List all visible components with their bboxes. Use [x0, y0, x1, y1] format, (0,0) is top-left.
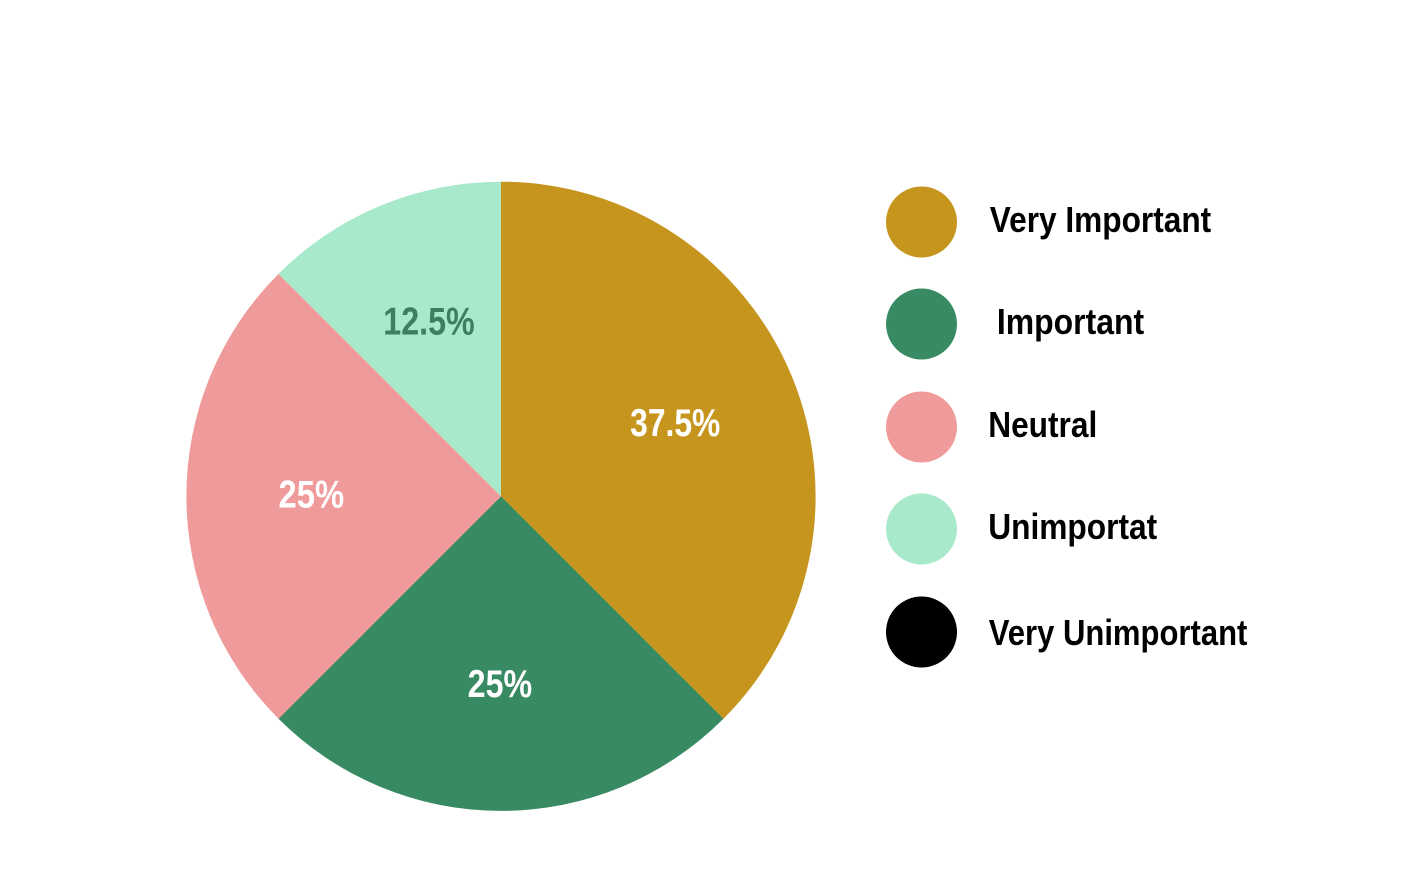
svg-text:25%: 25%	[468, 662, 533, 705]
svg-text:Very Unimportant: Very Unimportant	[989, 614, 1248, 654]
svg-text:Unimportat: Unimportat	[988, 507, 1157, 547]
svg-text:Neutral: Neutral	[988, 405, 1097, 445]
svg-text:25%: 25%	[278, 473, 344, 516]
svg-text:12.5%: 12.5%	[383, 300, 474, 343]
svg-text:Very Important: Very Important	[990, 200, 1211, 240]
svg-text:Important: Important	[997, 302, 1144, 342]
svg-text:37.5%: 37.5%	[630, 402, 720, 445]
